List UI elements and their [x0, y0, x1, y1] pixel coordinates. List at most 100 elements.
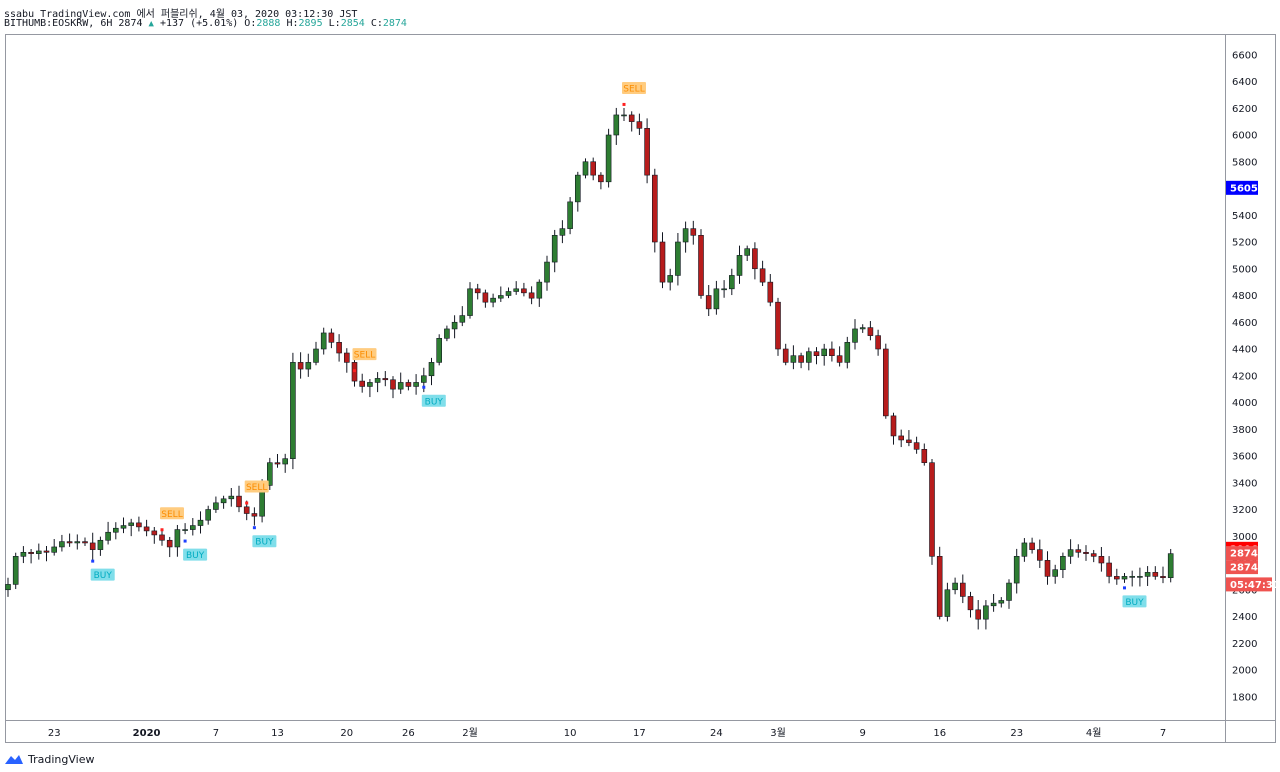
candle	[74, 534, 81, 550]
candle	[798, 352, 804, 369]
price-axis[interactable]: 1800200022002400260028003000320034003600…	[1232, 50, 1257, 703]
candle	[906, 430, 912, 447]
candle	[297, 352, 304, 379]
candle-body	[143, 526, 150, 532]
candle-body	[1098, 556, 1105, 564]
candle	[1052, 564, 1058, 584]
up-triangle-icon: ▲	[148, 19, 154, 29]
close-label: C:	[370, 18, 383, 29]
candle	[343, 348, 350, 373]
signal-label-bg	[90, 568, 115, 581]
candle	[451, 315, 458, 339]
candle	[197, 511, 204, 534]
brand-name[interactable]: TradingView	[28, 752, 95, 766]
signal-marker	[353, 369, 356, 373]
price-axis-label: 05:47:31	[1226, 577, 1280, 592]
candle-body	[959, 582, 966, 597]
candle	[1137, 567, 1143, 587]
price-axis-label: 2874	[1226, 560, 1258, 575]
low-value: 2854	[340, 18, 365, 29]
candle	[890, 412, 897, 445]
price-label-bg	[1226, 560, 1258, 575]
y-tick-label: 5800	[1232, 157, 1257, 168]
tradingview-logo-icon	[5, 755, 23, 764]
candle-body	[936, 556, 943, 617]
candle-body	[836, 355, 843, 363]
candle	[151, 526, 158, 544]
candle-body	[890, 415, 897, 437]
candle-body	[1152, 572, 1159, 577]
candle	[821, 343, 828, 366]
candle	[536, 279, 543, 307]
candles-layer	[5, 107, 1174, 630]
y-tick-label: 3400	[1232, 478, 1257, 489]
high-value: 2895	[298, 18, 323, 29]
candle-body	[274, 462, 281, 465]
candlestick-chart[interactable]: BUY SELL BUY SELL BUY SELL BUY SELL BUY 1800 2000…	[0, 0, 1280, 750]
candle-body	[713, 288, 720, 310]
candle	[513, 281, 520, 295]
candle	[336, 334, 342, 362]
candle-body	[659, 241, 666, 283]
x-tick-label: 13	[271, 728, 284, 739]
candle	[990, 594, 997, 612]
candle-body	[82, 541, 88, 544]
x-tick-label: 3월	[770, 727, 786, 739]
candle	[628, 111, 635, 132]
candle-body	[736, 255, 743, 276]
candle	[390, 376, 396, 399]
candle	[1006, 579, 1012, 609]
candle	[382, 371, 389, 387]
candle	[667, 268, 674, 291]
x-tick-label: 9	[860, 728, 866, 739]
y-tick-label: 6000	[1232, 131, 1257, 142]
candle	[651, 168, 658, 253]
candle-body	[251, 513, 258, 517]
candle	[752, 242, 758, 280]
candle	[82, 537, 88, 547]
price-label-bg	[1226, 546, 1258, 561]
candle-body	[213, 502, 219, 510]
candle-body	[690, 228, 697, 236]
candle	[983, 600, 989, 630]
candle-body	[390, 379, 396, 390]
candle	[713, 280, 720, 315]
candle	[528, 286, 535, 305]
candle-body	[297, 362, 304, 370]
candle	[413, 374, 419, 395]
candle	[636, 113, 643, 135]
candle	[1029, 537, 1035, 554]
candle-body	[228, 495, 235, 500]
time-axis[interactable]: 23 2020 7 13 20 26 2월 10 17 24 3월 9 16 23 4월 7	[48, 727, 1166, 739]
signal-label-text: BUY	[425, 397, 444, 407]
candle-body	[197, 519, 204, 526]
candle	[1013, 548, 1020, 594]
candle	[1037, 539, 1043, 568]
candle	[1021, 538, 1028, 562]
candle-body	[559, 228, 566, 236]
candle-body	[28, 551, 34, 554]
candle-body	[1160, 576, 1166, 579]
signal-label-bg	[160, 507, 184, 520]
candle-body	[521, 288, 527, 294]
candle	[613, 107, 620, 145]
candle-body	[151, 530, 158, 536]
candle	[282, 453, 289, 473]
buy-signal: BUY	[183, 539, 208, 561]
symbol-label[interactable]: BITHUMB:EOSKRW, 6H	[4, 18, 113, 29]
candle	[859, 324, 866, 333]
candle	[428, 357, 435, 386]
candle-body	[1044, 560, 1051, 577]
candle	[5, 577, 11, 597]
price-label-text: 5605	[1230, 183, 1258, 194]
publish-info: ssabu TradingView.com 에서 퍼블리쉬, 4월 03, 20…	[4, 9, 358, 20]
x-tick-label: 2월	[462, 727, 478, 739]
candle	[236, 485, 242, 513]
candle	[66, 533, 73, 547]
candle	[759, 260, 766, 287]
candle	[374, 372, 381, 393]
candle	[782, 343, 789, 366]
candle-body	[320, 332, 327, 350]
candle	[767, 274, 774, 307]
candle-body	[728, 275, 735, 290]
